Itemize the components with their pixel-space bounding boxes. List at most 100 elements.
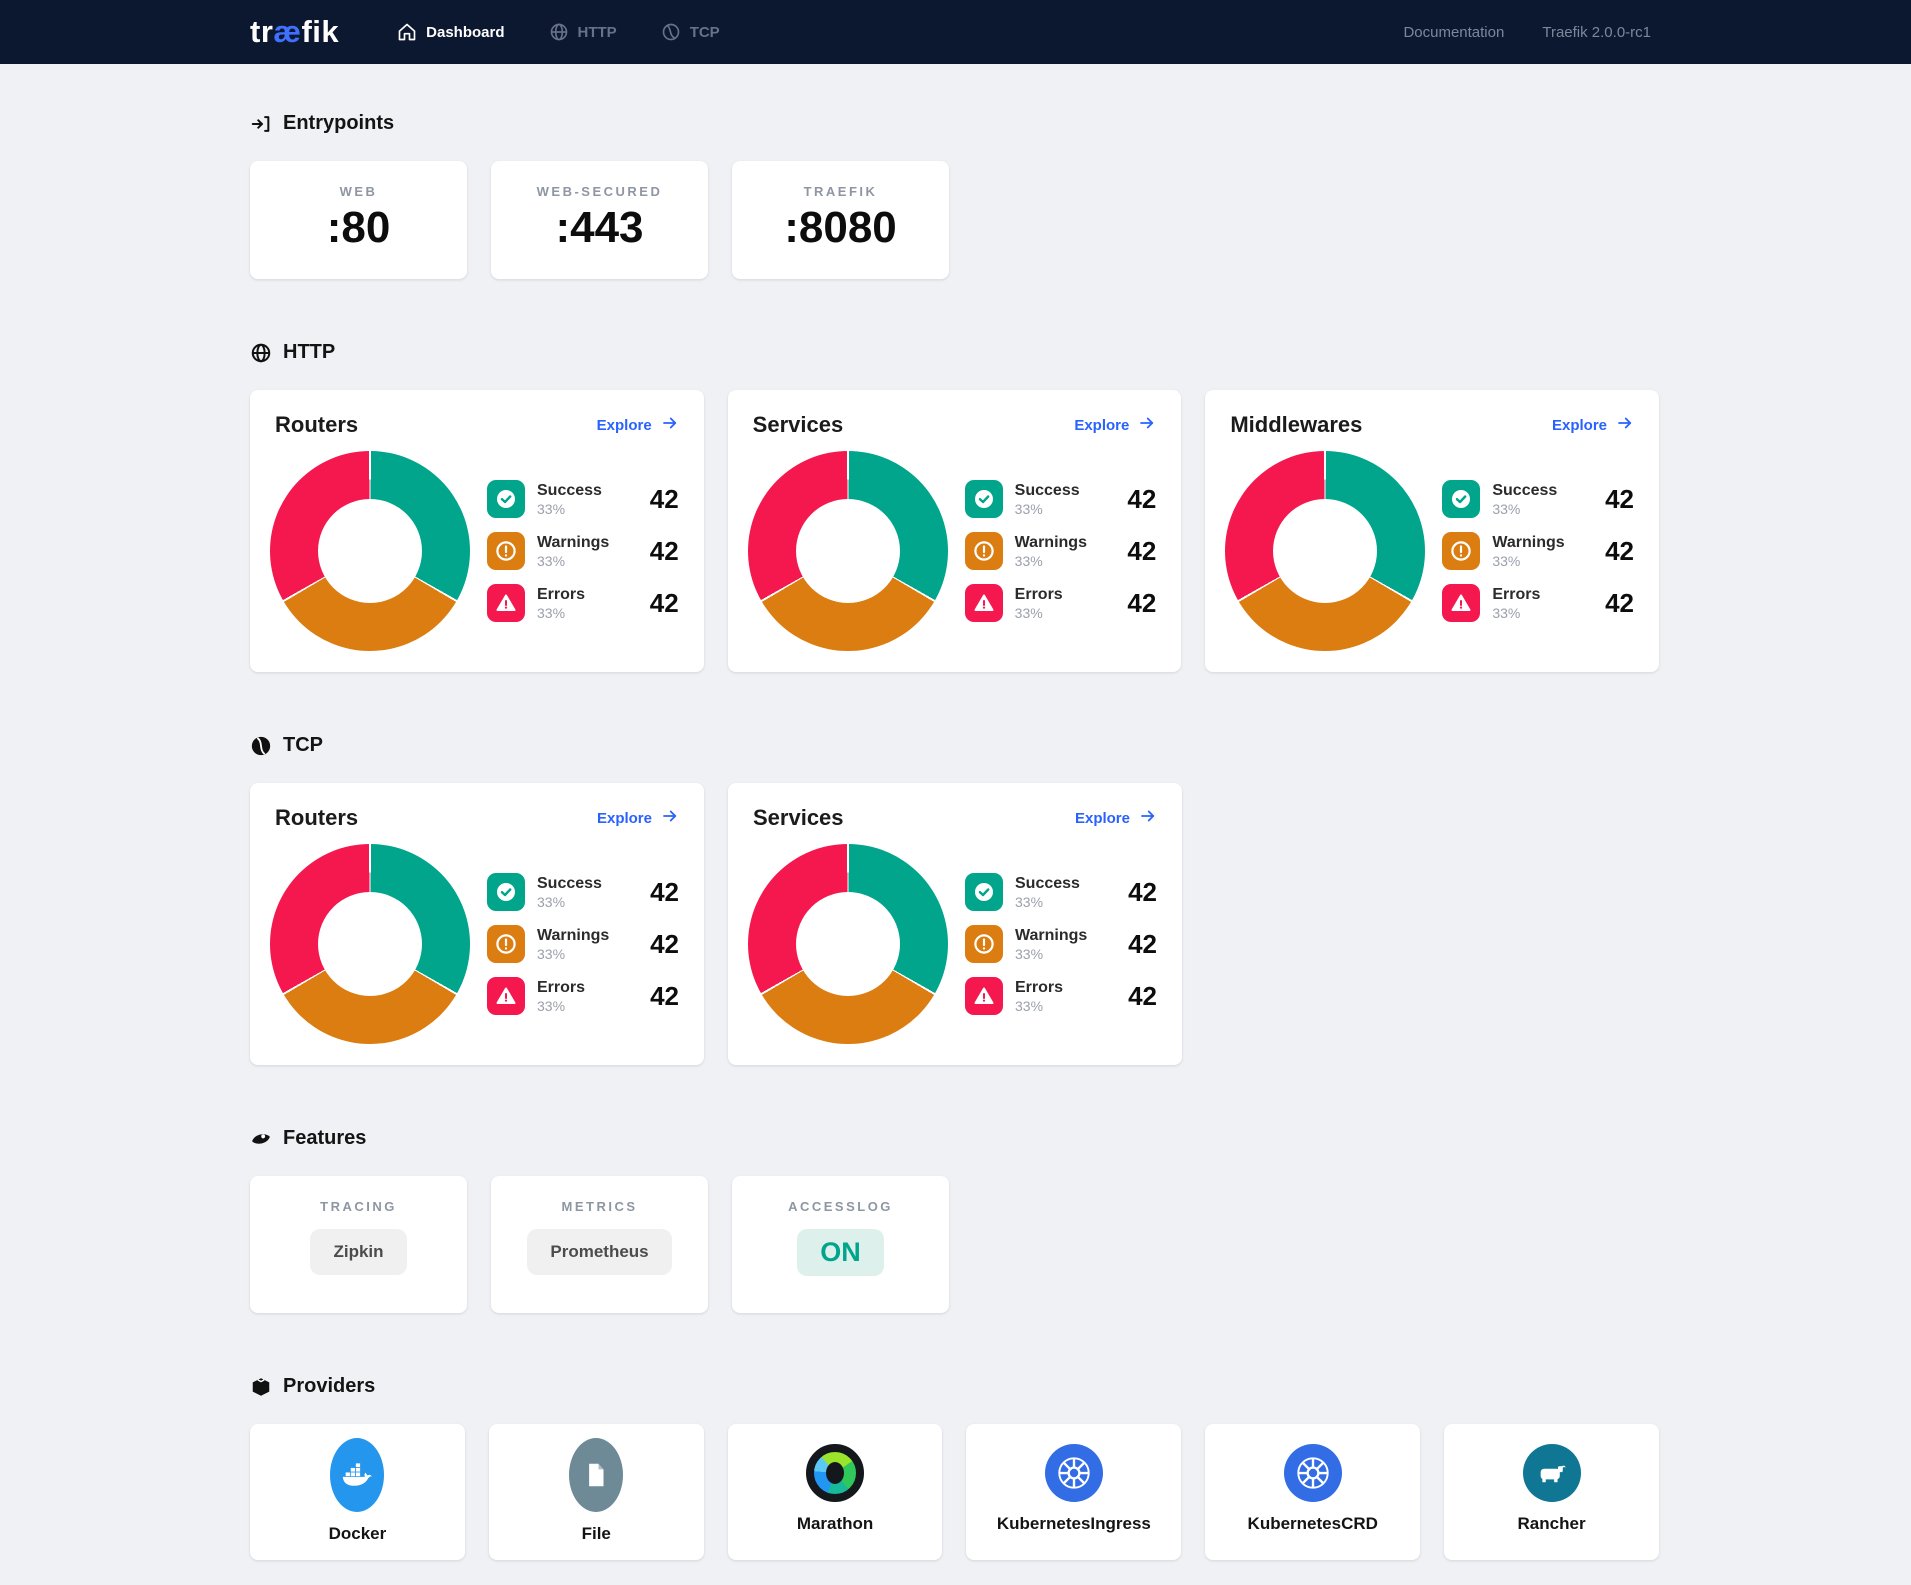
tcp-ball-icon bbox=[250, 735, 272, 757]
legend-percent: 33% bbox=[1015, 997, 1044, 1014]
entrypoint-port: :443 bbox=[555, 203, 644, 252]
http-services-card: Services Explore Success 33% 42 bbox=[727, 390, 1182, 672]
donut-chart bbox=[748, 844, 948, 1044]
legend-row-errors: Errors 33% 42 bbox=[965, 974, 1157, 1018]
explore-label: Explore bbox=[1074, 416, 1130, 434]
exclamation-circle-icon bbox=[487, 532, 525, 570]
explore-link[interactable]: Explore bbox=[597, 807, 679, 829]
legend-percent: 33% bbox=[537, 945, 566, 962]
legend-value: 42 bbox=[1605, 483, 1635, 514]
legend-row-success: Success 33% 42 bbox=[1442, 477, 1634, 521]
legend-percent: 33% bbox=[1015, 893, 1044, 910]
exclamation-circle-icon bbox=[965, 925, 1003, 963]
tcp-cards: Routers Explore Success 33% 42 bbox=[250, 783, 1659, 1065]
warning-triangle-icon bbox=[1442, 584, 1481, 622]
nav-item-http[interactable]: HTTP bbox=[549, 22, 617, 42]
rancher-icon bbox=[1522, 1444, 1581, 1502]
card-title: Services bbox=[752, 412, 844, 437]
feature-card-accesslog: ACCESSLOG ON bbox=[732, 1176, 949, 1313]
nav-item-dashboard[interactable]: Dashboard bbox=[397, 22, 505, 42]
legend-label: Warnings bbox=[1492, 534, 1565, 552]
documentation-link[interactable]: Documentation bbox=[1403, 23, 1505, 41]
nav-item-label: TCP bbox=[689, 23, 720, 41]
legend-value: 42 bbox=[649, 587, 679, 618]
explore-link[interactable]: Explore bbox=[1074, 414, 1156, 436]
home-icon bbox=[397, 22, 417, 42]
nav-item-label: HTTP bbox=[577, 23, 617, 41]
entrypoints-cards: WEB :80 WEB-SECURED :443 TRAEFIK :8080 bbox=[250, 161, 1659, 279]
arrow-right-icon bbox=[1616, 414, 1634, 436]
tcp-routers-card: Routers Explore Success 33% 42 bbox=[250, 783, 704, 1065]
explore-label: Explore bbox=[1074, 809, 1130, 827]
legend-value: 42 bbox=[650, 876, 679, 907]
feature-label: ACCESSLOG bbox=[788, 1199, 893, 1214]
entrypoint-label: WEB bbox=[339, 184, 378, 199]
legend-row-warnings: Warnings 33% 42 bbox=[487, 922, 679, 966]
explore-link[interactable]: Explore bbox=[1075, 807, 1157, 829]
arrow-right-icon bbox=[661, 414, 679, 436]
legend-label: Errors bbox=[1015, 979, 1064, 997]
logo-ae: æ bbox=[273, 14, 302, 49]
providers-heading: Providers bbox=[250, 1375, 1659, 1398]
explore-link[interactable]: Explore bbox=[1552, 414, 1634, 436]
kubernetes-icon bbox=[1044, 1444, 1103, 1502]
explore-link[interactable]: Explore bbox=[597, 414, 679, 436]
feature-label: METRICS bbox=[561, 1199, 638, 1214]
legend-value: 42 bbox=[1127, 587, 1157, 618]
feature-card-tracing: TRACING Zipkin bbox=[250, 1176, 467, 1313]
legend-value: 42 bbox=[649, 535, 679, 566]
provider-name: Rancher bbox=[1517, 1514, 1586, 1533]
http-cards: Routers Explore Success 33% 42 bbox=[250, 390, 1660, 672]
legend-row-errors: Errors 33% 42 bbox=[964, 581, 1157, 625]
legend-percent: 33% bbox=[537, 893, 566, 910]
section-title: TCP bbox=[283, 734, 323, 756]
http-middlewares-card: Middlewares Explore Success 33% 42 bbox=[1205, 390, 1660, 672]
nav-item-label: Dashboard bbox=[426, 23, 505, 41]
provider-card-file: File bbox=[488, 1424, 704, 1560]
legend-label: Success bbox=[1014, 482, 1080, 500]
check-circle-icon bbox=[964, 480, 1003, 518]
tcp-ball-icon bbox=[661, 22, 681, 42]
legend-percent: 33% bbox=[1014, 604, 1043, 621]
legend-row-success: Success 33% 42 bbox=[487, 477, 679, 521]
explore-label: Explore bbox=[596, 416, 652, 434]
providers-section: Providers Docker File Marathon bbox=[250, 1375, 1659, 1560]
provider-card-kubernetescrd: KubernetesCRD bbox=[1205, 1424, 1421, 1560]
features-section: Features TRACING Zipkin METRICS Promethe… bbox=[250, 1127, 1659, 1313]
legend-value: 42 bbox=[1128, 876, 1157, 907]
legend-value: 42 bbox=[1127, 483, 1157, 514]
card-title: Routers bbox=[275, 805, 359, 830]
legend-label: Errors bbox=[1014, 586, 1063, 604]
package-icon bbox=[250, 1376, 272, 1398]
legend-label: Success bbox=[537, 875, 602, 893]
donut-chart bbox=[270, 451, 470, 651]
entrypoint-card-web-secured: WEB-SECURED :443 bbox=[491, 161, 708, 279]
top-navbar: træfik Dashboard HTTP TCP Documentation … bbox=[0, 0, 1911, 64]
explore-label: Explore bbox=[1551, 416, 1608, 434]
features-cards: TRACING Zipkin METRICS Prometheus ACCESS… bbox=[250, 1176, 1659, 1313]
check-circle-icon bbox=[487, 480, 525, 518]
check-circle-icon bbox=[487, 873, 525, 911]
legend-percent: 33% bbox=[537, 552, 566, 569]
legend-percent: 33% bbox=[537, 500, 566, 517]
legend-value: 42 bbox=[649, 483, 679, 514]
legend-value: 42 bbox=[1127, 535, 1157, 566]
legend-row-success: Success 33% 42 bbox=[964, 477, 1157, 521]
nav-item-tcp[interactable]: TCP bbox=[661, 22, 720, 42]
feature-on-badge: ON bbox=[797, 1229, 884, 1276]
donut-chart bbox=[270, 844, 470, 1044]
entrypoint-port: :80 bbox=[326, 203, 391, 252]
chart-legend: Success 33% 42 Warnings 33% 42 Errors 33% 4… bbox=[487, 477, 679, 625]
entrypoints-section: Entrypoints WEB :80 WEB-SECURED :443 TRA… bbox=[250, 112, 1659, 279]
legend-label: Success bbox=[1015, 875, 1080, 893]
provider-card-marathon: Marathon bbox=[727, 1424, 943, 1560]
tcp-services-card: Services Explore Success 33% 42 bbox=[728, 783, 1182, 1065]
legend-row-success: Success 33% 42 bbox=[965, 870, 1157, 914]
entrypoint-label: TRAEFIK bbox=[803, 184, 878, 199]
legend-label: Success bbox=[1492, 482, 1558, 500]
http-routers-card: Routers Explore Success 33% 42 bbox=[250, 390, 704, 672]
traefik-logo[interactable]: træfik bbox=[250, 14, 339, 50]
legend-label: Warnings bbox=[1015, 927, 1088, 945]
exclamation-circle-icon bbox=[1442, 532, 1481, 570]
legend-label: Warnings bbox=[537, 927, 610, 945]
